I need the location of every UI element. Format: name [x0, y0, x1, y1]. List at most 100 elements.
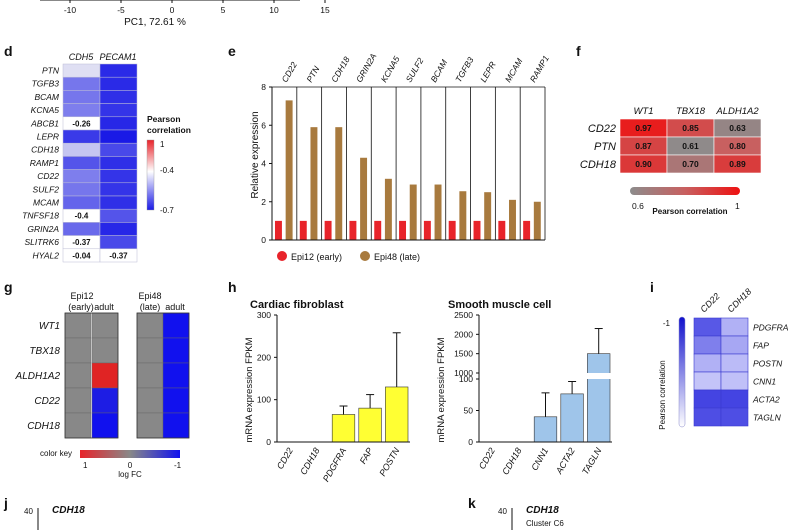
- bar-epi12: [349, 220, 357, 240]
- top-axis-tick-label: 10: [269, 5, 279, 15]
- panel-f-row-label: CD22: [588, 123, 616, 135]
- panel-d-cell: [62, 103, 101, 118]
- panel-d-cell: [99, 235, 138, 250]
- panel-h-ytick-label: 1500: [454, 349, 473, 359]
- panel-g-colorbar-tick: 0: [128, 461, 133, 470]
- legend-label-epi48: Epi48 (late): [374, 252, 420, 262]
- panel-g-cell: [162, 412, 190, 439]
- panel-g-header-epi12: Epi12: [70, 291, 93, 301]
- panel-f-heatmap: WT1 TBX18 ALDH1A2 0.97 0.85 0.630.87 0.61 0.80…: [580, 106, 762, 216]
- panel-d-row-label: TNFSF18: [22, 211, 59, 221]
- panel-d-colorbar-tick: 1: [160, 140, 165, 149]
- panel-g-cell: [136, 362, 164, 389]
- panel-d-colorbar-title-1: Pearson: [147, 114, 181, 124]
- bar-epi12: [423, 220, 431, 240]
- panel-f-cell-label: 0.61: [682, 141, 699, 151]
- panel-h-ytick-label: 0: [468, 437, 473, 447]
- panel-d-cell: [62, 182, 101, 197]
- panel-f-column-label: ALDH1A2: [715, 106, 759, 117]
- bar-epi48: [509, 199, 516, 240]
- panel-d-row-label: LEPR: [37, 132, 59, 142]
- panel-d-row-label: BCAM: [34, 92, 59, 102]
- panel-letter-k: k: [468, 495, 476, 511]
- panel-g-heatmap: Epi12 (early) adult Epi48 (late) adult W…: [15, 291, 190, 479]
- panel-e-category-label: RAMP1: [528, 53, 551, 84]
- panel-g-cell: [162, 312, 190, 339]
- panel-i-cell: [720, 335, 749, 355]
- panel-d-row-label: CDH18: [31, 145, 59, 155]
- panel-d-colorbar-title-2: correlation: [147, 125, 191, 135]
- panel-d-cell: [62, 129, 101, 144]
- panel-d-cell-label: -0.37: [72, 238, 91, 247]
- panel-d-row-label: ABCB1: [30, 118, 59, 128]
- panel-g-header-adult-1: adult: [94, 302, 114, 312]
- panel-i-row-label: POSTN: [753, 359, 783, 369]
- legend-swatch-epi48: [360, 251, 370, 261]
- panel-k-stub: 40 CDH18 Cluster C6: [498, 505, 564, 530]
- panel-g-cell: [64, 387, 92, 414]
- panel-f-colorbar-max: 1: [735, 201, 740, 211]
- panel-h-right-ylabel: mRNA expression FPKM: [436, 337, 447, 442]
- panel-h-bar: [385, 386, 409, 443]
- panel-d-row-label: SULF2: [33, 184, 60, 194]
- panel-i-cell: [693, 317, 722, 337]
- panel-d-cell: [99, 116, 138, 131]
- panel-i-cell: [693, 335, 722, 355]
- top-axis-tick-label: 0: [170, 5, 175, 15]
- panel-d-row-label: SLITRK6: [25, 237, 60, 247]
- panel-d-cell: [62, 156, 101, 170]
- panel-h-left-ylabel: mRNA expression FPKM: [244, 337, 255, 442]
- panel-i-cell: [693, 407, 722, 427]
- panel-e-category-label: PTN: [304, 64, 322, 84]
- panel-d-row-label: HYAL2: [33, 250, 60, 260]
- panel-d-cell: [99, 156, 138, 170]
- panel-f-cell: [713, 154, 762, 174]
- panel-g-cell: [136, 387, 164, 414]
- panel-f-colorbar-gradient: [630, 187, 740, 195]
- panel-e-category-label: TGFB3: [453, 55, 475, 84]
- panel-f-cell-label: 0.87: [635, 141, 652, 151]
- panel-i-cell: [720, 389, 749, 409]
- panel-h-category-label: CDH18: [500, 446, 523, 477]
- panel-g-header-epi48: Epi48: [138, 291, 161, 301]
- panel-f-cell-label: 0.85: [682, 123, 699, 133]
- panel-i-row-label: PDGFRA: [753, 323, 789, 333]
- panel-d-cell: [99, 63, 138, 78]
- panel-e-category-label: KCNA5: [379, 54, 402, 84]
- bar-epi12: [299, 220, 307, 240]
- panel-g-header-adult-2: adult: [165, 302, 185, 312]
- bar-epi48: [459, 191, 467, 240]
- top-axis-tick-label: -5: [117, 5, 125, 15]
- panel-d-cell: [99, 208, 138, 223]
- panel-g-colorbar: color key 1 0 -1 log FC: [40, 449, 182, 479]
- panel-e-category-label: CDH18: [329, 55, 352, 84]
- panel-h-ytick-label: 300: [257, 310, 271, 320]
- panel-g-cell: [91, 362, 119, 389]
- panel-f-row-label: CDH18: [580, 159, 617, 171]
- panel-h-ytick-label: 2000: [454, 329, 473, 339]
- panel-h-bar: [358, 407, 382, 443]
- panel-letter-d: d: [4, 43, 13, 59]
- panel-letter-h: h: [228, 279, 237, 295]
- panel-g-row-label: CD22: [34, 396, 60, 407]
- panel-g-cell: [136, 337, 164, 364]
- panel-e-ytick-label: 0: [261, 235, 266, 245]
- panel-d-cell: [99, 222, 138, 236]
- panel-k-title: CDH18: [526, 505, 559, 516]
- panel-g-colorbar-tick: 1: [83, 461, 88, 470]
- panel-g-cell: [64, 362, 92, 389]
- panel-e-category-label: SULF2: [404, 56, 426, 84]
- panel-g-cell: [136, 312, 164, 339]
- panel-g-header-early: (early): [68, 302, 94, 312]
- panel-e-ytick-label: 4: [261, 159, 266, 169]
- panel-letter-j: j: [3, 495, 8, 511]
- bar-epi12: [473, 220, 481, 240]
- panel-e-ylabel: Relative expression: [250, 111, 261, 198]
- top-axis-tick-label: 15: [320, 5, 330, 15]
- panel-f-column-label: TBX18: [676, 106, 706, 117]
- panel-d-cell-label: -0.26: [72, 119, 91, 128]
- panel-d-cell: [62, 195, 101, 210]
- panel-h-category-label: POSTN: [377, 446, 401, 478]
- panel-d-cell: [99, 76, 138, 91]
- panel-h-cardiac-fibroblast-chart: Cardiac fibroblast mRNA expression FPKM …: [244, 299, 410, 483]
